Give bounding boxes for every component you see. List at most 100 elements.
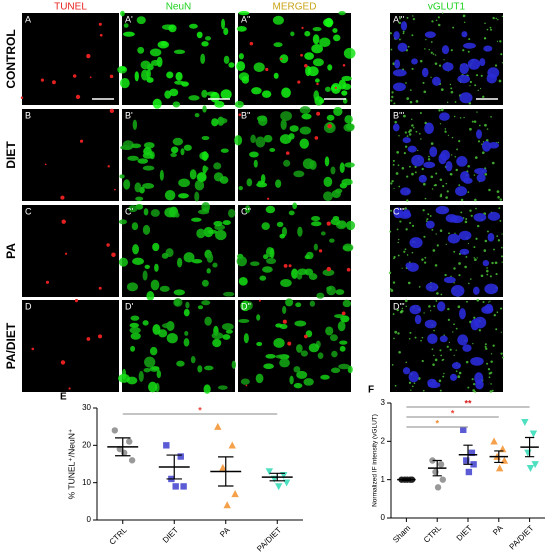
synapse [399, 310, 403, 314]
significance-label: * [435, 418, 439, 428]
nucleus [427, 333, 438, 345]
synapse [467, 191, 470, 193]
synapse [473, 316, 476, 319]
neuron [223, 27, 229, 36]
synapse [397, 254, 400, 257]
neuron [344, 115, 353, 124]
neuron [206, 253, 214, 263]
synapse [399, 220, 402, 223]
synapse [402, 30, 405, 33]
synapse [458, 274, 461, 277]
micrograph-bg [122, 205, 235, 297]
synapse [464, 220, 468, 224]
synapse [482, 151, 485, 154]
neuron [169, 88, 179, 97]
synapse [391, 364, 394, 366]
error-bar [115, 437, 131, 457]
panel-label: C' [125, 206, 133, 216]
synapse [435, 300, 438, 302]
nucleus [479, 58, 486, 67]
error-bar [269, 472, 285, 482]
synapse [404, 145, 408, 148]
error-bar [524, 436, 535, 458]
data-point [434, 484, 442, 491]
neuron [118, 219, 127, 225]
synapse [476, 111, 478, 113]
tunel-spot [280, 57, 283, 61]
neuron [119, 174, 125, 179]
neuron [170, 152, 177, 158]
synapse [391, 179, 394, 183]
synapse [480, 274, 484, 278]
synapse [421, 258, 424, 261]
neuron [146, 291, 155, 301]
synapse [409, 89, 412, 91]
neuron [324, 86, 331, 92]
nucleus [459, 248, 470, 255]
neuron [183, 252, 195, 263]
nucleus [459, 308, 466, 320]
neuron [303, 378, 314, 386]
synapse [397, 164, 400, 166]
neuron [143, 208, 149, 216]
neuron [276, 221, 284, 228]
data-point [524, 449, 532, 457]
neuron [175, 71, 183, 81]
nucleus [463, 42, 476, 49]
synapse [442, 185, 445, 188]
neuron [120, 10, 125, 17]
micrograph: A' [117, 10, 235, 109]
neuron [331, 350, 338, 358]
neuron [308, 343, 320, 353]
neuron [332, 28, 338, 33]
micrograph: C'' [236, 202, 356, 299]
synapse [398, 21, 401, 25]
neuron [184, 331, 189, 336]
synapse [490, 116, 492, 118]
synapse [428, 155, 430, 158]
synapse [399, 17, 402, 20]
synapse [465, 217, 468, 220]
data-point [128, 457, 136, 464]
neuron [118, 373, 130, 383]
synapse [415, 130, 418, 133]
neuron [189, 23, 198, 29]
neuron [161, 323, 173, 329]
synapse [450, 49, 453, 52]
micrograph: C' [118, 201, 236, 301]
tunel-spot [45, 280, 50, 284]
significance-label: ** [464, 398, 472, 408]
synapse [437, 23, 441, 27]
neuron [129, 327, 141, 334]
neuron [342, 83, 352, 90]
neuron [156, 370, 162, 379]
neuron [119, 77, 130, 89]
neuron [269, 147, 276, 153]
neuron [280, 119, 287, 130]
synapse [495, 273, 498, 276]
synapse [431, 20, 434, 23]
y-tick-label: 10 [82, 478, 91, 487]
micrograph: A'' [234, 10, 356, 108]
tunel-spot [316, 82, 319, 86]
tunel-spot [288, 264, 292, 268]
error-bar [494, 450, 504, 464]
synapse [484, 123, 487, 127]
tunel-spot [287, 341, 292, 346]
neuron [174, 80, 185, 85]
synapse [493, 248, 495, 251]
synapse [486, 273, 489, 276]
synapse [403, 250, 406, 253]
synapse [441, 108, 444, 112]
synapse [458, 262, 461, 265]
neuron [219, 176, 229, 184]
synapse [438, 379, 442, 383]
neuron [164, 207, 176, 218]
neuron [142, 183, 155, 189]
synapse [453, 267, 456, 270]
data-point [228, 441, 236, 449]
y-tick-label: 0 [381, 513, 386, 522]
neuron [330, 166, 336, 175]
synapse [474, 84, 477, 87]
neuron [314, 78, 320, 83]
